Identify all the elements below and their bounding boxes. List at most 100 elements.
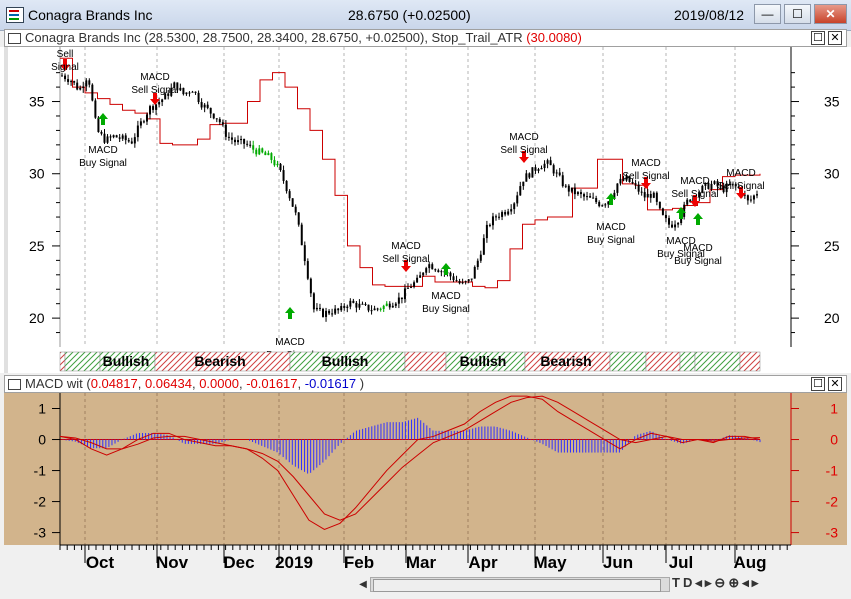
scrollbar-thumb[interactable] xyxy=(373,579,661,592)
pane-maximize-icon[interactable]: ☐ xyxy=(811,377,825,391)
price-candle-body xyxy=(325,310,328,317)
price-candle-body xyxy=(349,300,352,307)
price-candle-body xyxy=(246,143,249,145)
price-candle-body xyxy=(583,194,586,197)
price-candle-body xyxy=(749,199,752,201)
price-candle-body xyxy=(385,303,388,306)
price-candle-body xyxy=(306,261,309,279)
macd-plot-area xyxy=(60,393,791,545)
price-candle-body xyxy=(394,303,397,306)
price-candle-body xyxy=(498,216,501,218)
price-candle-body xyxy=(112,135,115,138)
price-candles xyxy=(61,72,758,322)
minimize-button[interactable]: — xyxy=(754,4,781,24)
daily-view-button[interactable]: D xyxy=(682,575,696,590)
signal-label-line2: Buy Signal xyxy=(79,158,127,169)
signal-label-line2: Sell Signal xyxy=(717,181,764,192)
price-right-tick-label: 30 xyxy=(824,166,840,182)
price-candle-body xyxy=(689,199,692,202)
price-candle-body xyxy=(449,272,452,277)
price-candle-body xyxy=(337,308,340,311)
macd-pane-header-text: MACD wit (0.04817, 0.06434, 0.0000, -0.0… xyxy=(25,376,365,391)
signal-label-line1: MACD xyxy=(666,236,695,247)
price-candle-body xyxy=(643,192,646,198)
price-candle-body xyxy=(561,175,564,187)
macd-left-tick-label: -2 xyxy=(34,494,47,510)
scroll-left-icon[interactable]: ◀ xyxy=(359,579,367,590)
trend-band-segment xyxy=(694,351,741,372)
price-candle-body xyxy=(628,176,631,183)
price-candle-body xyxy=(701,185,704,193)
pane-close-icon[interactable]: ✕ xyxy=(828,31,842,45)
sell-arrow-icon xyxy=(401,260,411,272)
sell-arrow-icon xyxy=(150,93,160,105)
price-candle-body xyxy=(434,269,437,271)
signal-label-line1: MACD xyxy=(431,291,460,302)
price-candle-body xyxy=(206,104,209,108)
price-candle-body xyxy=(637,184,640,192)
price-chart: 20 20 25 25 30 30 35 35 Sell Signal MACD Sell Sign… xyxy=(0,47,851,373)
signal-label-line2: Sell Signal xyxy=(382,254,429,265)
stop-trail-value: (30.0080) xyxy=(526,30,582,45)
sell-arrow-icon xyxy=(641,177,651,189)
close-button[interactable]: ✕ xyxy=(814,4,847,24)
signal-label-line1: MACD xyxy=(275,337,304,348)
macd-left-tick-label: 0 xyxy=(38,432,46,448)
price-candle-body xyxy=(567,185,570,192)
price-candle-body xyxy=(185,92,188,95)
page-forward-icon[interactable]: ▸ xyxy=(751,575,762,590)
page-back-icon[interactable]: ◂ xyxy=(742,575,752,590)
price-candle-body xyxy=(261,148,264,153)
scroll-right-fast-icon[interactable]: ▸ xyxy=(704,575,715,590)
price-candle-body xyxy=(179,87,182,91)
x-axis-background xyxy=(4,545,847,574)
price-candle-body xyxy=(491,216,494,226)
pane-close-icon[interactable]: ✕ xyxy=(828,377,842,391)
tick-view-button[interactable]: T xyxy=(672,575,683,590)
price-candle-body xyxy=(297,212,300,225)
price-candle-body xyxy=(652,192,655,198)
scroll-left-fast-icon[interactable]: ◂ xyxy=(695,575,705,590)
macd-right-axis-area xyxy=(791,393,847,545)
price-candle-body xyxy=(136,125,139,138)
price-candle-body xyxy=(403,288,406,300)
signal-label-line2: Buy Signal xyxy=(674,256,722,267)
x-axis-label: Nov xyxy=(156,553,189,572)
signal-label-line2: Signal xyxy=(51,62,79,73)
price-candle-body xyxy=(406,287,409,289)
signal-label-line1: MACD xyxy=(509,132,538,143)
zoom-out-icon[interactable]: ⊖ xyxy=(714,575,729,590)
price-candle-body xyxy=(558,172,561,176)
price-candle-body xyxy=(103,133,106,143)
price-candle-body xyxy=(340,306,343,311)
price-candle-body xyxy=(334,308,337,314)
price-candle-body xyxy=(397,297,400,304)
macd-header-value-2: 0.0000 xyxy=(199,376,239,391)
price-candle-body xyxy=(370,310,373,312)
price-candle-body xyxy=(164,93,167,100)
price-candle-body xyxy=(130,141,133,144)
price-candle-body xyxy=(586,196,589,198)
zoom-in-icon[interactable]: ⊕ xyxy=(728,575,743,590)
price-left-tick-label: 30 xyxy=(29,166,45,182)
price-candle-body xyxy=(215,118,218,120)
x-axis-label: May xyxy=(533,553,567,572)
price-candle-body xyxy=(197,92,200,103)
price-candle-body xyxy=(746,195,749,201)
trend-band-label: Bullish xyxy=(103,353,150,369)
maximize-button[interactable]: ☐ xyxy=(784,4,811,24)
trend-band-segment xyxy=(609,351,647,372)
price-candle-body xyxy=(549,160,552,166)
pane-maximize-icon[interactable]: ☐ xyxy=(811,31,825,45)
price-candle-body xyxy=(756,194,758,196)
price-candle-body xyxy=(312,293,315,310)
price-right-tick-label: 25 xyxy=(824,238,840,254)
price-candle-body xyxy=(391,305,394,308)
macd-header-value-4: -0.01617 xyxy=(304,376,357,391)
buy-arrow-icon xyxy=(98,113,108,125)
price-candle-body xyxy=(555,172,558,174)
horizontal-scrollbar[interactable] xyxy=(370,577,670,592)
price-candle-body xyxy=(613,192,616,199)
price-candle-body xyxy=(142,121,145,123)
price-right-tick-label: 35 xyxy=(824,94,840,110)
